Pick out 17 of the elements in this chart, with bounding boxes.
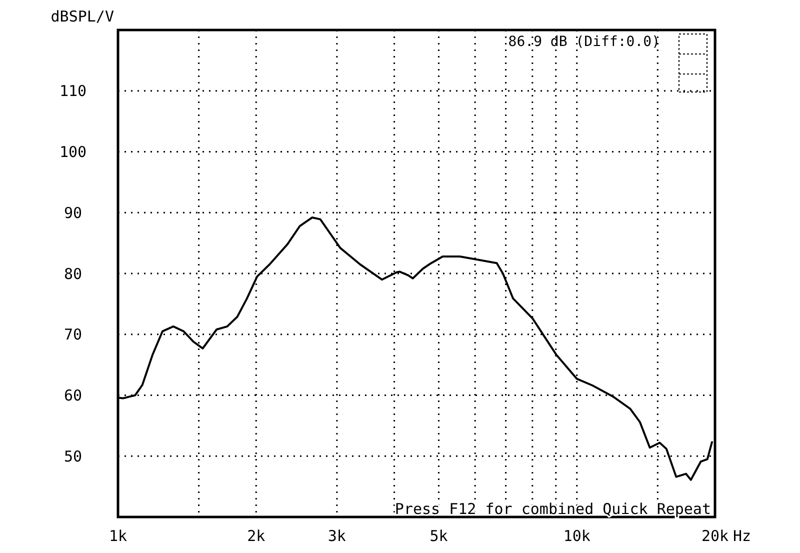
y-tick-label: 90	[64, 204, 82, 222]
x-tick-label: 3k	[328, 527, 346, 545]
x-tick-label: 2k	[247, 527, 266, 545]
y-tick-label: 70	[64, 326, 82, 344]
y-tick-label: 80	[64, 264, 82, 283]
x-tick-label: 5k	[430, 527, 448, 545]
y-axis-title: dBSPL/V	[50, 7, 114, 26]
x-axis-title: Hz	[733, 527, 752, 545]
x-tick-label: 10k	[563, 527, 590, 545]
annotation: 86.9 dB (Diff:0.0)	[508, 34, 660, 50]
x-tick-label: 20k	[701, 527, 729, 545]
x-tick-label: 1k	[108, 527, 128, 545]
y-tick-label: 110	[59, 82, 87, 100]
annotation: Press F12 for combined Quick Repeat	[394, 500, 711, 518]
y-tick-label: 50	[64, 447, 82, 466]
y-tick-label: 100	[59, 143, 87, 161]
y-tick-label: 60	[64, 386, 82, 404]
